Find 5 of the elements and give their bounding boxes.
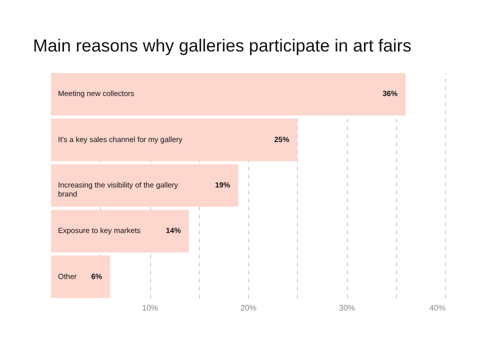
x-tick-label: 20%	[240, 304, 257, 312]
x-tick-label: 40%	[429, 304, 446, 312]
chart-title: Main reasons why galleries participate in art fairs	[33, 36, 412, 56]
x-tick-label: 10%	[142, 304, 158, 312]
x-tick-label: 30%	[338, 304, 356, 312]
